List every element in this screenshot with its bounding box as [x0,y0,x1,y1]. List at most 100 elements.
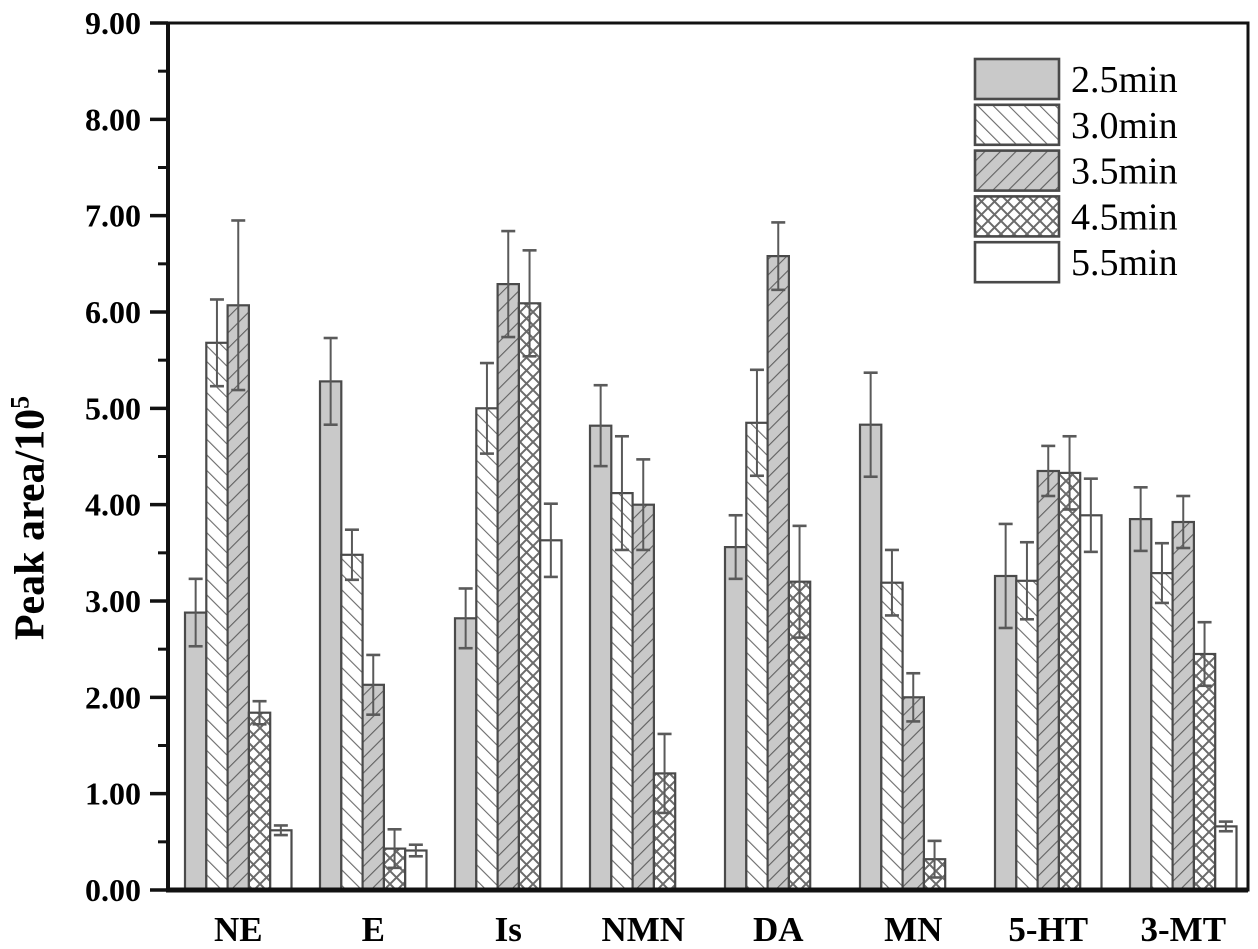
bar-Is-3.5min [496,283,521,892]
x-tick-label-3-MT: 3-MT [1141,910,1227,949]
y-tick-label: 5.00 [85,390,141,426]
x-tick-label-E: E [362,910,385,949]
bar-DA-3.5min [766,255,790,892]
bar-5-HT-3.0min [1015,579,1039,892]
error-bar-NE-3.5min [231,219,246,392]
error-bar-5-HT-5.5min [1083,477,1098,554]
y-axis-title: Peak area/105 [6,396,55,640]
bar-NE-3.5min [226,304,251,892]
error-bar-MN-3.5min [906,671,921,723]
bar-3-MT-2.5min [1128,517,1153,892]
bar-DA-2.5min [723,545,748,892]
bar-Is-5.5min [539,539,563,892]
y-axis-ticks: 0.00 1.00 2.00 3.00 4.00 5.00 6.00 7.00 8.00 9.00 [85,5,168,908]
error-bar-3-MT-3.0min [1154,541,1169,605]
bar-5-HT-3.5min [1036,469,1060,892]
bar-NE-5.5min [269,829,293,892]
error-bar-E-3.0min [344,528,359,582]
error-bar-Is-3.5min [501,229,516,339]
x-tick-label-MN: MN [884,910,942,949]
error-bar-NMN-4.5min [657,732,672,815]
error-bar-E-2.5min [323,336,338,427]
bar-NE-3.0min [205,341,229,892]
error-bar-5-HT-3.0min [1019,540,1034,621]
bar-3-MT-3.0min [1150,571,1174,892]
error-bar-NE-2.5min [188,577,203,648]
bar-3-MT-5.5min [1214,825,1238,892]
error-bar-5-HT-3.5min [1041,444,1056,498]
legend-label-3.5min: 3.5min [1071,151,1178,193]
legend-swatch-3.5min [973,149,1061,192]
bar-MN-3.0min [880,581,904,892]
x-tick-label-Is: Is [495,910,522,949]
bar-5-HT-4.5min [1057,471,1082,892]
error-bar-NMN-3.5min [636,458,651,552]
bar-3-MT-4.5min [1192,652,1217,892]
y-tick-label: 8.00 [85,101,141,137]
y-axis-title-exponent: 5 [5,395,35,409]
bar-MN-3.5min [901,696,925,892]
y-tick-label: 2.00 [85,679,141,715]
error-bar-Is-3.0min [479,361,494,455]
bar-NMN-3.0min [610,492,634,892]
error-bar-3-MT-4.5min [1197,620,1212,688]
legend-swatch-2.5min [973,57,1061,101]
y-tick-label: 9.00 [85,5,141,41]
error-bar-5-HT-4.5min [1062,434,1077,511]
error-bar-Is-5.5min [543,502,558,579]
error-bar-NE-4.5min [252,699,267,726]
y-tick-label: 7.00 [85,198,141,234]
error-bar-E-4.5min [387,828,402,870]
legend-label-5.5min: 5.5min [1071,242,1178,284]
bar-Is-2.5min [453,617,478,892]
x-tick-label-NMN: NMN [602,910,686,949]
error-bar-NMN-2.5min [593,383,608,468]
error-bar-3-MT-5.5min [1218,820,1233,833]
error-bar-MN-3.0min [884,548,899,617]
legend-label-3.0min: 3.0min [1071,105,1178,147]
error-bar-DA-3.0min [749,368,764,478]
bar-Is-4.5min [517,302,542,892]
error-bar-NE-5.5min [273,824,288,837]
bar-Is-3.0min [475,407,499,892]
error-bar-Is-4.5min [522,249,537,358]
legend-swatch-4.5min [973,195,1061,238]
bar-MN-2.5min [858,423,883,892]
x-tick-label-5-HT: 5-HT [1008,910,1088,949]
y-tick-label: 4.00 [85,487,141,523]
y-tick-label: 0.00 [85,872,141,908]
error-bar-E-3.5min [366,653,381,716]
bar-E-2.5min [318,380,343,892]
legend-swatch-5.5min [973,240,1061,284]
error-bar-Is-2.5min [458,587,473,650]
error-bar-NMN-3.0min [614,434,629,552]
legend-label-2.5min: 2.5min [1071,59,1178,101]
bar-3-MT-3.5min [1171,520,1195,892]
bar-DA-3.0min [745,421,769,892]
y-axis-title-text: Peak area/10 [7,408,54,641]
series-4.5min [247,249,1217,892]
error-bar-3-MT-2.5min [1133,486,1148,553]
error-bar-NE-3.0min [209,298,224,388]
error-bar-DA-4.5min [792,524,807,639]
series-3.0min [205,298,1174,892]
bar-NMN-3.5min [631,503,655,892]
error-bar-E-5.5min [408,843,423,858]
bar-E-3.0min [340,553,364,892]
error-bar-MN-4.5min [927,839,942,879]
error-bar-MN-2.5min [863,371,878,479]
bar-NE-4.5min [247,711,272,892]
error-bar-DA-2.5min [728,513,743,581]
x-tick-label-DA: DA [753,910,804,949]
x-axis-labels: NE E Is NMN DA MN 5-HT 3-MT [214,910,1226,949]
y-tick-label: 1.00 [85,776,141,812]
x-tick-label-NE: NE [214,910,263,949]
bar-NE-2.5min [183,611,208,892]
series-5.5min [269,477,1238,892]
legend-label-4.5min: 4.5min [1071,196,1178,238]
bar-5-HT-5.5min [1079,514,1103,892]
legend-swatch-3.0min [973,103,1061,147]
